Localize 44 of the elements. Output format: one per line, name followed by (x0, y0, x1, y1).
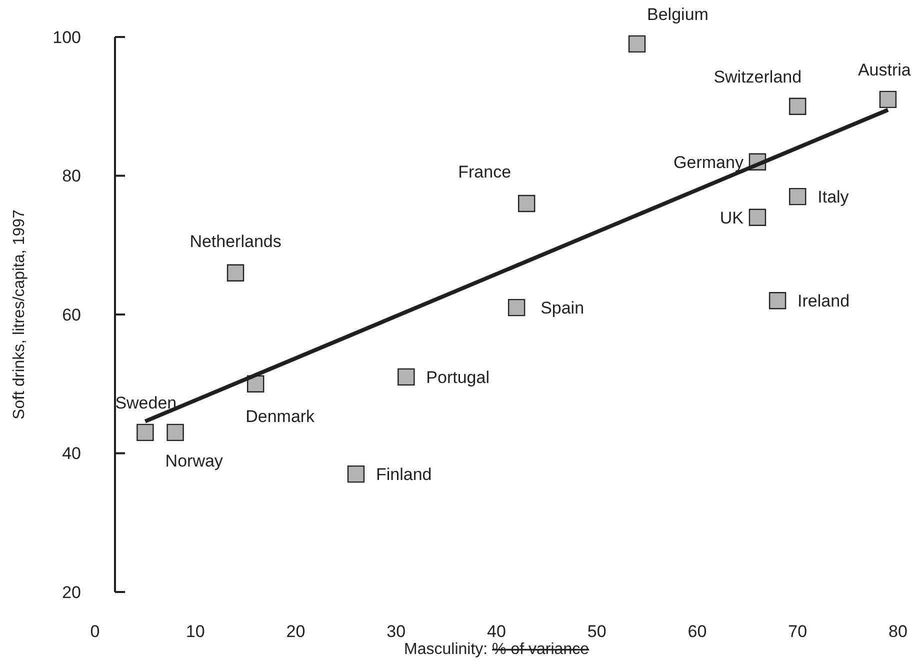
annotation: Portugal (426, 368, 490, 387)
annotation: Italy (818, 188, 850, 207)
annotation: Austria (858, 60, 912, 80)
annotation: Germany (674, 152, 744, 172)
point (136, 424, 154, 442)
point (398, 368, 415, 386)
point (226, 264, 244, 282)
point (628, 35, 646, 53)
y-axis-title: Soft drinks, litres/capita, 1997 (11, 209, 28, 420)
y-tick-label: 80 (62, 166, 81, 186)
x-tick-label: 10 (186, 622, 205, 641)
x-tick-label: 80 (888, 622, 908, 641)
annotation: Netherlands (190, 232, 282, 251)
point (768, 292, 786, 310)
y-tick-label: 40 (62, 444, 81, 464)
y-tick-label: 20 (62, 582, 81, 602)
x-tick-label: 30 (386, 622, 406, 641)
annotation: Ireland (798, 292, 850, 311)
annotation: Norway (165, 451, 224, 470)
annotation: Belgium (647, 4, 708, 24)
annotation: Finland (376, 465, 432, 484)
annotation: UK (720, 208, 744, 228)
y-tick-label: 100 (52, 28, 81, 47)
annotation: France (458, 162, 512, 182)
x-tick-label: 50 (587, 622, 606, 641)
point (748, 208, 766, 226)
y-tick-label: 60 (62, 305, 81, 324)
x-tick-label: 60 (688, 622, 707, 641)
annotation: Spain (540, 298, 584, 318)
annotation: Denmark (246, 406, 316, 426)
point (789, 98, 806, 115)
x-tick-label: 20 (286, 622, 306, 641)
point (518, 194, 536, 212)
point (347, 465, 365, 483)
x-tick-label: 40 (487, 622, 506, 641)
point (789, 188, 806, 206)
point (879, 90, 897, 108)
x-axis-title: Masculinity: % of variance (404, 641, 590, 658)
x-tick-label: 70 (788, 622, 808, 641)
x-tick-label: 0 (90, 622, 100, 641)
point (166, 424, 184, 442)
point (508, 298, 526, 316)
annotation: Switzerland (714, 67, 802, 86)
annotation: Sweden (115, 393, 177, 412)
